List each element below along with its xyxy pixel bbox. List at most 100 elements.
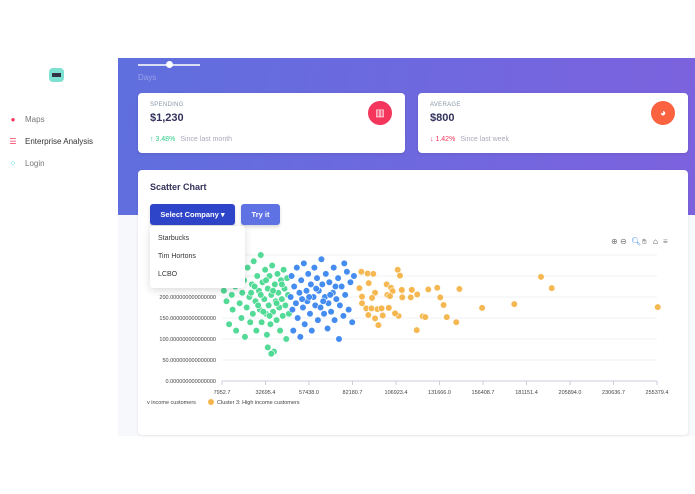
data-point	[398, 286, 406, 294]
data-point	[317, 255, 326, 263]
data-point	[261, 266, 269, 274]
data-point	[298, 295, 306, 303]
data-point	[408, 286, 416, 294]
data-point	[247, 289, 255, 297]
data-point	[340, 259, 348, 268]
data-point	[228, 291, 236, 299]
dropdown-item-tim-hortons[interactable]: Tim Hortons	[158, 253, 196, 260]
change-value: 3.48%	[155, 136, 176, 143]
data-point	[348, 318, 356, 326]
data-point	[436, 293, 444, 302]
data-point	[220, 287, 228, 295]
data-point	[292, 299, 300, 307]
days-slider[interactable]	[138, 61, 200, 68]
data-point	[320, 310, 328, 318]
slider-handle[interactable]	[166, 61, 173, 68]
stat-value: $1,230	[150, 112, 184, 124]
data-point	[265, 301, 273, 310]
data-point	[229, 306, 237, 314]
data-point	[443, 313, 451, 321]
data-point	[322, 270, 330, 278]
x-tick-label: 32695.4	[256, 390, 276, 396]
data-point	[272, 299, 281, 307]
y-tick-label: 200.000000000000000	[159, 295, 216, 301]
data-point	[251, 282, 259, 291]
data-point	[335, 335, 343, 343]
stat-change: ↓ 1.42% Since last week	[430, 136, 509, 143]
data-point	[278, 280, 286, 289]
pie-chart-icon: ◕	[651, 101, 675, 125]
data-point	[318, 280, 326, 289]
data-point	[250, 257, 258, 265]
data-point	[313, 274, 321, 282]
x-tick-label: 255379.4	[646, 390, 669, 396]
data-point	[368, 294, 376, 302]
x-tick-label: 230636.7	[602, 390, 625, 396]
data-point	[301, 320, 309, 328]
data-point	[307, 280, 315, 289]
data-point	[297, 276, 305, 284]
stat-label: AVERAGE	[430, 102, 461, 108]
sidebar-item-label: Enterprise Analysis	[25, 137, 94, 146]
data-point	[330, 264, 338, 272]
stat-label: SPENDING	[150, 102, 184, 108]
x-tick-label: 156408.7	[472, 390, 495, 396]
data-point	[346, 278, 355, 286]
sidebar-item-enterprise-analysis[interactable]: ☰ Enterprise Analysis	[8, 137, 93, 146]
x-tick-label: 205894.0	[559, 390, 582, 396]
data-point	[282, 335, 290, 343]
data-point	[357, 268, 365, 276]
spending-card: SPENDING $1,230 ↑ 3.48% Since last month …	[138, 93, 405, 153]
x-tick-label: 57438.0	[299, 390, 319, 396]
data-point	[258, 318, 266, 326]
dropdown-item-lcbo[interactable]: LCBO	[158, 271, 178, 278]
data-point	[331, 316, 339, 324]
menu-icon[interactable]: ≡	[663, 237, 668, 246]
key-icon: ⁘	[9, 159, 17, 168]
data-point	[391, 309, 399, 317]
sidebar-item-login[interactable]: ⁘ Login	[8, 159, 45, 168]
data-point	[262, 276, 270, 284]
data-point	[243, 264, 252, 272]
sidebar-item-label: Maps	[25, 115, 45, 124]
data-point	[305, 293, 313, 301]
data-point	[339, 312, 347, 320]
x-tick-label: 82180.7	[343, 390, 363, 396]
data-point	[264, 343, 272, 352]
data-point	[238, 289, 246, 297]
legend-marker	[208, 399, 214, 405]
data-point	[308, 327, 316, 335]
button-label: Select Company	[160, 210, 219, 219]
x-tick-label: 181151.4	[515, 390, 538, 396]
zoom-in-icon[interactable]: ⊕	[611, 237, 618, 246]
data-point	[345, 306, 353, 314]
zoom-select-icon[interactable]: 🔍︎	[631, 237, 642, 246]
data-point	[314, 316, 322, 324]
data-point	[455, 285, 464, 293]
data-point	[369, 270, 377, 278]
bar-chart-icon: ▥	[368, 101, 392, 125]
x-tick-label: 7952.7	[214, 390, 231, 396]
data-point	[269, 287, 277, 295]
data-point	[355, 284, 363, 292]
zoom-out-icon[interactable]: ⊖	[620, 237, 627, 246]
y-tick-label: 50.000000000000000	[162, 358, 216, 364]
data-point	[510, 300, 518, 308]
data-point	[326, 291, 334, 299]
try-it-button[interactable]: Try it	[241, 204, 280, 225]
home-icon[interactable]: ⌂	[653, 237, 658, 246]
data-point	[271, 280, 279, 289]
y-tick-label: 150.000000000000000	[159, 316, 216, 322]
sidebar-item-maps[interactable]: ● Maps	[8, 115, 45, 124]
data-point	[267, 350, 275, 358]
data-point	[272, 316, 281, 324]
select-company-button[interactable]: Select Company ▾	[150, 204, 235, 225]
data-point	[295, 289, 304, 297]
y-tick-label: 100.000000000000000	[159, 337, 216, 343]
data-point	[413, 290, 421, 299]
arrow-down-icon: ↓	[430, 136, 434, 143]
pan-icon[interactable]: ✋︎	[642, 237, 647, 246]
data-point	[452, 318, 460, 326]
dropdown-item-starbucks[interactable]: Starbucks	[158, 235, 190, 242]
